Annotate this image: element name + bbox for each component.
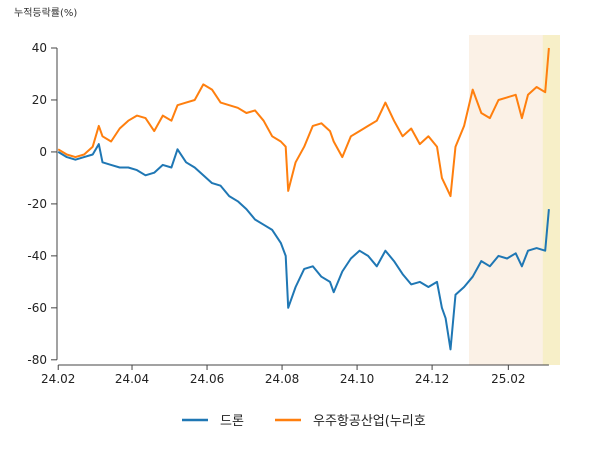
y-axis: 40 20 0 -20 -40 -60 -80 — [27, 41, 58, 367]
y-axis-unit-label: 누적등락률(%) — [14, 7, 77, 19]
legend-label-2: 우주항공산업(누리호 — [313, 414, 426, 429]
x-tick-label: 24.10 — [340, 372, 374, 386]
y-tick-label: 40 — [32, 41, 47, 55]
highlight-band-2 — [542, 35, 560, 365]
series-lines — [57, 47, 550, 351]
y-tick-label: -60 — [27, 301, 47, 315]
x-tick-label: 24.02 — [41, 372, 75, 386]
series-line-1 — [57, 143, 550, 351]
x-tick-label: 24.06 — [190, 372, 224, 386]
y-tick-label: 20 — [32, 93, 47, 107]
x-tick-label: 25.02 — [491, 372, 525, 386]
y-tick-label: -80 — [27, 353, 47, 367]
legend-label-1: 드론 — [220, 414, 244, 429]
x-tick-label: 24.08 — [265, 372, 299, 386]
legend: 드론 우주항공산업(누리호 — [182, 414, 426, 429]
x-axis: 24.02 24.04 24.06 24.08 24.10 24.12 25.02 — [41, 364, 549, 386]
y-tick-label: -40 — [27, 249, 47, 263]
y-tick-label: 0 — [39, 145, 47, 159]
x-tick-label: 24.04 — [115, 372, 149, 386]
series-line-2 — [57, 47, 550, 198]
y-tick-label: -20 — [27, 197, 47, 211]
x-tick-label: 24.12 — [415, 372, 449, 386]
